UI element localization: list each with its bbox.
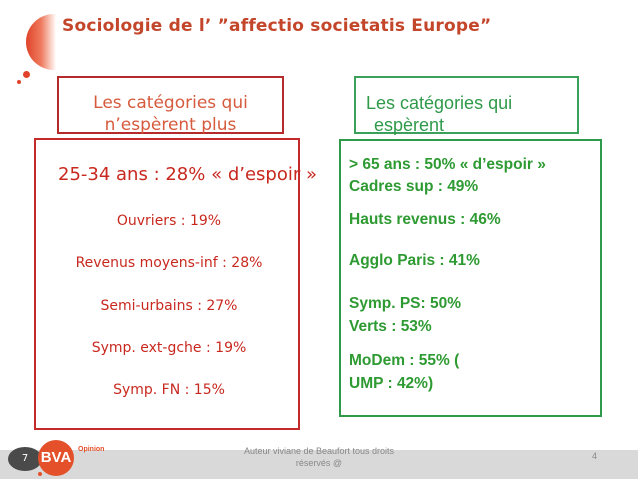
right-item: > 65 ans : 50% « d’espoir » — [349, 156, 546, 173]
left-item: Symp. FN : 15% — [113, 382, 225, 398]
logo-dot — [38, 472, 42, 476]
author-line2: réservés @ — [295, 458, 343, 468]
right-item: UMP : 42%) — [349, 375, 434, 392]
left-item: Revenus moyens-inf : 28% — [75, 255, 263, 271]
right-item: Symp. PS: 50% — [349, 295, 461, 312]
slide-number-badge: 7 — [8, 447, 42, 471]
left-panel-body: 25-34 ans : 28% « d’espoir » Ouvriers : … — [34, 138, 317, 430]
decorative-dot — [17, 80, 21, 84]
right-item: Hauts revenus : 46% — [349, 211, 501, 228]
left-header-line1: Les catégories qui — [93, 93, 248, 113]
bva-logo: BVA — [38, 440, 74, 476]
author-line1: Auteur viviane de Beaufort tous droits — [243, 446, 395, 456]
right-panel-body: > 65 ans : 50% « d’espoir » Cadres sup :… — [339, 139, 602, 417]
left-item: Ouvriers : 19% — [116, 213, 222, 229]
logo-tagline: Opinion — [78, 446, 105, 453]
left-panel-header: Les catégories qui n’espèrent plus — [57, 76, 284, 135]
decorative-half-circle — [26, 14, 56, 70]
right-item: Verts : 53% — [349, 318, 432, 335]
left-item: Symp. ext-gche : 19% — [91, 340, 247, 356]
footer-bar — [0, 450, 638, 479]
right-panel-header: Les catégories qui espèrent — [354, 76, 579, 135]
right-header-line1: Les catégories qui — [366, 93, 513, 113]
decorative-dot — [23, 71, 30, 78]
right-item: Cadres sup : 49% — [349, 178, 479, 195]
footer-author: Auteur viviane de Beaufort tous droits r… — [224, 445, 414, 469]
right-item: MoDem : 55% ( — [349, 352, 460, 369]
left-item: Semi-urbains : 27% — [100, 298, 238, 314]
right-header-line2: espèrent — [374, 115, 445, 135]
page-number: 4 — [592, 451, 598, 461]
left-item: 25-34 ans : 28% « d’espoir » — [58, 164, 317, 185]
right-item: Agglo Paris : 41% — [349, 252, 480, 269]
slide-title: Sociologie de l’ ”affectio societatis Eu… — [62, 16, 492, 36]
left-header-line2: n’espèrent plus — [104, 115, 237, 135]
